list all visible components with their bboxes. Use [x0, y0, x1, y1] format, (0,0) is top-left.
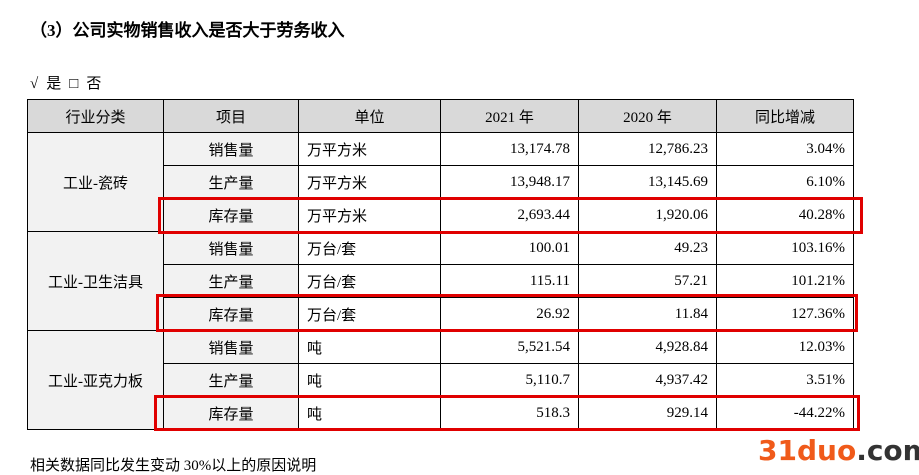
table-cell: 万台/套 — [298, 297, 441, 331]
table-row: 工业-亚克力板 销售量吨 5,521.54 4,928.84 12.03% — [27, 330, 854, 430]
footer-text: 相关数据同比发生变动 30%以上的原因说明 — [30, 458, 317, 474]
header-cell: 2020 年 — [578, 99, 717, 133]
options: √ 是 □ 否 — [30, 72, 109, 93]
header-cell: 单位 — [298, 99, 441, 133]
category-cell: 工业-亚克力板 — [27, 330, 164, 430]
table-cell: 万台/套 — [298, 231, 441, 265]
table-cell: 万平方米 — [298, 132, 441, 166]
header-row: 行业分类 项目 单位 2021 年 2020 年同比增减 — [27, 99, 854, 133]
table-cell: 13,145.69 — [578, 165, 717, 199]
table-row: 生产量 万平方米 13,948.17 13,145.69 6.10% — [28, 165, 854, 199]
table-row: 工业-卫生洁具 销售量 万台/套 100.01 49.23 103.16% — [27, 231, 854, 331]
watermark: 31duo.com — [758, 434, 919, 467]
table-cell: 3.51% — [716, 363, 854, 397]
table-cell: 库存量 — [163, 396, 299, 430]
category-cell: 工业-瓷砖 — [27, 132, 164, 232]
table-cell: 吨 — [298, 330, 441, 364]
table-cell: 26.92 — [440, 297, 579, 331]
table-cell: 13,174.78 — [440, 132, 579, 166]
table-cell: 11.84 — [578, 297, 717, 331]
table-cell: -44.22% — [716, 396, 854, 430]
table-cell: 生产量 — [163, 264, 299, 298]
table-cell: 吨 — [298, 396, 441, 430]
header-cell: 同比增减 — [716, 99, 854, 133]
watermark-number: 31duo — [758, 434, 857, 467]
table-cell: 100.01 — [440, 231, 579, 265]
table-cell: 1,920.06 — [578, 198, 717, 232]
table-cell: 6.10% — [716, 165, 854, 199]
table-cell: 929.14 — [578, 396, 717, 430]
table-cell: 103.16% — [716, 231, 854, 265]
check-box: □ — [69, 76, 79, 92]
heading: （3）公司实物销售收入是否大于劳务收入 — [30, 21, 345, 40]
option-no: 否 — [86, 76, 102, 92]
table-cell: 5,521.54 — [440, 330, 579, 364]
watermark-domain: .com — [856, 434, 919, 467]
table-cell: 127.36% — [716, 297, 854, 331]
header-cell: 项目 — [163, 99, 299, 133]
table-cell: 万平方米 — [298, 165, 441, 199]
header-cell: 2021 年 — [440, 99, 579, 133]
table-cell: 万平方米 — [298, 198, 441, 232]
data-table: 行业分类 项目 单位 2021 年 2020 年同比增减 工业-瓷砖 销售量 万平方米 13,… — [27, 99, 854, 430]
table-cell: 115.11 — [440, 264, 579, 298]
category-cell: 工业-卫生洁具 — [27, 231, 164, 331]
table-row: 工业-瓷砖 销售量 万平方米 13,174.78 12,786.23 3.04% — [27, 132, 854, 232]
table-cell: 库存量 — [163, 297, 299, 331]
table-cell: 57.21 — [578, 264, 717, 298]
option-yes: 是 — [46, 76, 62, 92]
table-cell: 4,937.42 — [578, 363, 717, 397]
table-cell: 12,786.23 — [578, 132, 717, 166]
table-cell: 生产量 — [163, 363, 299, 397]
header-cell: 行业分类 — [27, 99, 164, 133]
table-cell: 101.21% — [716, 264, 854, 298]
check-mark: √ — [30, 76, 39, 92]
table-cell: 销售量 — [163, 132, 299, 166]
table-cell: 518.3 — [440, 396, 579, 430]
table-cell: 13,948.17 — [440, 165, 579, 199]
table-row: 生产量 万台/套 115.11 57.21 101.21% — [28, 264, 854, 298]
table-cell: 吨 — [298, 363, 441, 397]
table-cell: 49.23 — [578, 231, 717, 265]
table-cell: 4,928.84 — [578, 330, 717, 364]
table-row: 库存量 万台/套 26.92 11.84 127.36% — [28, 297, 854, 331]
table-cell: 销售量 — [163, 231, 299, 265]
table-cell: 40.28% — [716, 198, 854, 232]
table-row: 生产量吨 5,110.7 4,937.42 3.51% — [28, 363, 854, 397]
table-cell: 生产量 — [163, 165, 299, 199]
table-row: 库存量吨 518.3 929.14 -44.22% — [28, 396, 854, 430]
table-cell: 2,693.44 — [440, 198, 579, 232]
table-cell: 12.03% — [716, 330, 854, 364]
table-cell: 5,110.7 — [440, 363, 579, 397]
table-cell: 3.04% — [716, 132, 854, 166]
table-cell: 万台/套 — [298, 264, 441, 298]
table-cell: 销售量 — [163, 330, 299, 364]
table-cell: 库存量 — [163, 198, 299, 232]
